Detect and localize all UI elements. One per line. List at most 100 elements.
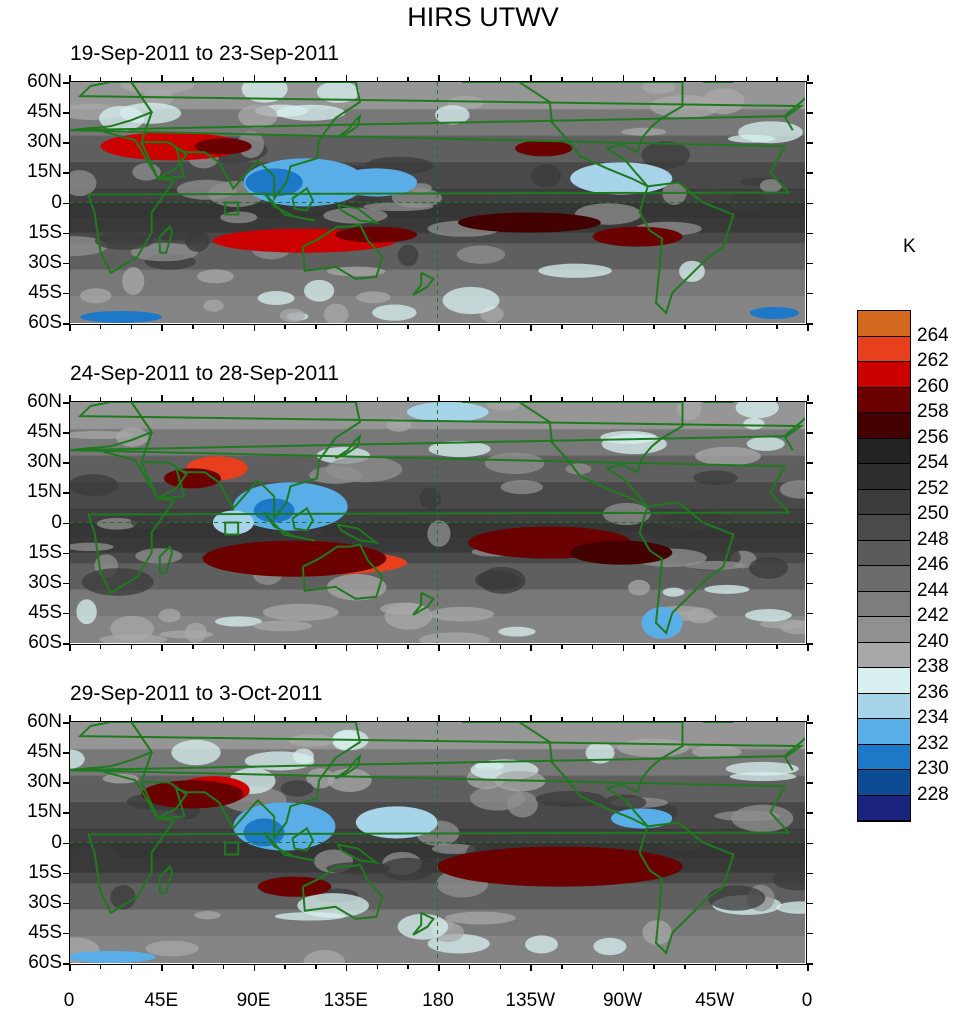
coastline-asia	[130, 722, 362, 842]
lon-tick	[438, 645, 440, 651]
warm-anomaly-3	[257, 876, 332, 897]
texture-patch	[738, 121, 803, 144]
lon-tick	[438, 75, 440, 81]
lat-tick	[807, 782, 813, 784]
lon-tick	[530, 395, 532, 401]
lon-tick	[222, 77, 225, 81]
texture-patch	[363, 202, 434, 212]
texture-patch	[662, 587, 685, 597]
texture-patch	[326, 456, 403, 483]
cold-anomaly-12	[749, 306, 799, 319]
texture-patch	[659, 510, 732, 530]
coastline-madagascar	[158, 224, 174, 254]
lat-tick	[63, 202, 69, 204]
lon-tick	[222, 717, 225, 721]
coastline-wrap	[783, 417, 805, 451]
lon-tick	[315, 965, 317, 969]
warm-anomaly-5	[570, 540, 673, 565]
coastline-australia	[301, 863, 384, 920]
coastline-indonesia	[263, 191, 316, 222]
lon-tick	[653, 965, 655, 969]
texture-patch	[745, 609, 792, 622]
texture-patch	[621, 127, 667, 136]
cold-anomaly-9	[641, 606, 683, 639]
coastline-northamerica	[462, 722, 684, 828]
cold-anomaly-9	[335, 168, 418, 197]
lon-tick	[561, 397, 563, 401]
lat-label: 45N	[27, 421, 62, 443]
texture-patch	[650, 95, 721, 119]
texture-patch	[593, 937, 627, 956]
lon-tick	[561, 717, 563, 721]
texture-patch	[80, 288, 112, 304]
texture-patch	[280, 780, 314, 797]
texture-patch	[120, 82, 195, 94]
texture-patch	[662, 839, 703, 851]
lon-tick	[714, 645, 717, 651]
lat-label: 0	[51, 511, 62, 533]
texture-patch	[486, 402, 522, 411]
texture-patch	[110, 885, 136, 910]
lat-tick	[63, 612, 69, 615]
lon-tick	[561, 645, 563, 649]
coastline-northamerica	[462, 82, 684, 188]
lat-tick	[807, 612, 813, 615]
lon-tick	[253, 645, 255, 651]
lon-tick	[345, 75, 348, 81]
lon-tick	[315, 645, 317, 649]
lat-tick	[63, 112, 69, 114]
texture-patch	[602, 502, 651, 526]
coastline-europe	[70, 82, 805, 132]
lon-tick	[468, 645, 471, 649]
lat-label: 30N	[27, 131, 62, 153]
lon-tick	[561, 965, 563, 969]
texture-patch	[780, 620, 805, 635]
coastline-europe	[70, 722, 805, 772]
colorbar	[857, 310, 911, 822]
map-panel-2	[69, 401, 807, 645]
lon-tick	[438, 395, 440, 401]
lon-tick	[161, 395, 163, 401]
lon-tick	[69, 395, 71, 401]
coastline-asia	[130, 402, 362, 522]
texture-patch	[185, 230, 210, 252]
lon-tick	[684, 717, 686, 721]
lat-tick	[807, 432, 813, 434]
lon-tick	[530, 75, 532, 81]
lon-tick	[776, 965, 778, 969]
lat-label: 60N	[27, 71, 62, 92]
lon-tick	[653, 397, 655, 401]
texture-patch	[427, 520, 451, 547]
texture-patch	[372, 304, 417, 321]
texture-patch	[203, 299, 224, 312]
texture-patch	[748, 557, 789, 579]
colorbar-label: 258	[917, 401, 949, 422]
warm-anomaly-2	[141, 780, 244, 809]
lon-tick	[376, 325, 378, 329]
lon-tick	[222, 397, 225, 401]
lat-label: 45S	[28, 601, 62, 623]
coastline-asia	[130, 82, 362, 202]
texture-patch	[356, 291, 391, 304]
lat-tick	[63, 232, 69, 235]
coastline-southamerica	[638, 181, 735, 315]
colorbar-label: 264	[917, 324, 949, 346]
lon-tick	[745, 397, 747, 401]
colorbar-label: 254	[917, 452, 949, 473]
lat-tick	[63, 323, 69, 325]
lon-tick	[745, 77, 747, 81]
lon-tick	[345, 965, 348, 971]
lat-tick	[807, 842, 813, 844]
texture-patch	[538, 263, 612, 278]
coastline-newguinea	[336, 843, 380, 865]
texture-patch	[507, 791, 538, 818]
panel-2-title: 24-Sep-2011 to 28-Sep-2011	[70, 362, 339, 385]
coastline-madagascar	[158, 864, 174, 894]
colorbar-label: 256	[917, 426, 949, 448]
texture-patch	[326, 862, 391, 875]
colorbar-box	[858, 438, 910, 464]
lon-tick	[130, 77, 132, 81]
lat-tick	[807, 643, 813, 645]
texture-patch	[326, 266, 386, 277]
texture-patch	[262, 603, 339, 621]
